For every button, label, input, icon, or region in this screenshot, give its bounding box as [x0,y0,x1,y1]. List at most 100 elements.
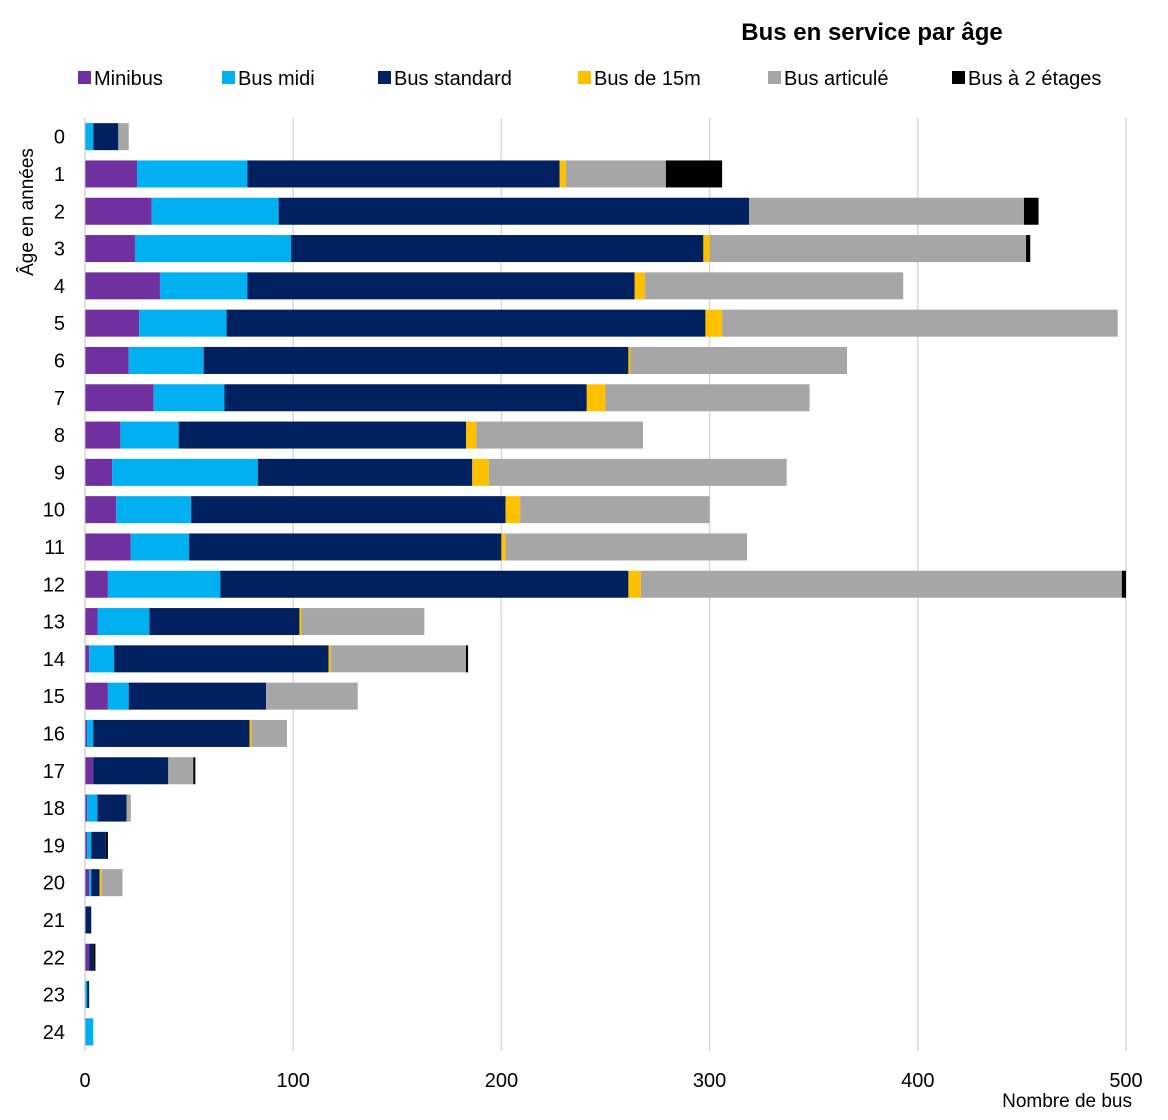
x-axis-ticks: 0 100 200 300 400 500 [79,1070,1142,1092]
bar-segment-age-3-series-1 [134,235,292,263]
y-tick-label: 3 [54,239,65,261]
y-tick-label: 5 [54,313,65,335]
y-tick-label: 4 [54,276,65,298]
bar-segment-age-20-series-4 [101,869,123,897]
bar-segment-age-4-series-1 [159,272,248,300]
bar-segment-age-7-series-3 [586,384,606,412]
bar-segment-age-2-series-2 [278,197,750,225]
bar-segment-age-5-series-4 [722,309,1118,337]
bar-segment-age-10-series-3 [505,496,521,524]
y-tick-label: 16 [43,723,65,745]
bar-segment-age-16-series-1 [87,719,94,747]
bar-segment-age-15-series-1 [107,682,129,710]
y-tick-label: 8 [54,425,65,447]
bar-segment-age-11-series-4 [505,533,748,561]
legend-label: Bus de 15m [594,68,701,90]
bar-segment-age-6-series-4 [630,346,848,374]
bar-segment-age-10-series-0 [85,496,117,524]
bar-segment-age-9-series-4 [488,458,787,486]
bar-segment-age-9-series-3 [472,458,489,486]
bar-segment-age-7-series-2 [224,384,587,412]
x-tick-label: 300 [693,1070,726,1092]
y-tick-label: 17 [43,761,65,783]
bar-segment-age-17-series-4 [168,757,194,785]
bar-segment-age-12-series-1 [107,570,221,598]
x-tick-label: 200 [485,1070,518,1092]
bar-segment-age-5-series-1 [139,309,227,337]
y-tick-label: 21 [43,910,65,932]
x-tick-label: 0 [79,1070,90,1092]
bar-segment-age-11-series-3 [501,533,506,561]
bar-segment-age-7-series-1 [153,384,225,412]
y-tick-label: 6 [54,350,65,372]
bar-segment-age-19-series-5 [105,831,108,859]
bar-segment-age-20-series-1 [89,869,92,897]
bar-segment-age-3-series-2 [291,235,704,263]
bar-segment-age-10-series-2 [191,496,506,524]
y-tick-label: 18 [43,798,65,820]
bar-segment-age-1-series-0 [85,160,138,188]
bar-segment-age-12-series-5 [1121,570,1126,598]
bar-segment-age-15-series-2 [128,682,267,710]
bar-segment-age-23-series-1 [85,981,88,1009]
y-tick-label: 9 [54,462,65,484]
y-tick-label: 7 [54,388,65,410]
x-axis-label: Nombre de bus [1002,1091,1132,1112]
legend-swatch [952,71,965,84]
y-tick-label: 1 [54,164,65,186]
bar-segment-age-1-series-5 [665,160,723,188]
bar-segment-age-1-series-4 [565,160,666,188]
x-tick-label: 400 [901,1070,934,1092]
bar-segment-age-19-series-2 [91,831,106,859]
bar-segment-age-20-series-2 [91,869,100,897]
bar-segment-age-0-series-4 [118,123,129,151]
bar-segment-age-3-series-3 [703,235,710,263]
bar-segment-age-5-series-0 [85,309,140,337]
legend-label: Bus midi [238,68,315,90]
bar-segment-age-14-series-5 [466,645,469,673]
bar-segment-age-4-series-3 [634,272,646,300]
bar-segment-age-16-series-2 [93,719,250,747]
bar-segment-age-20-series-0 [85,869,90,897]
bar-segment-age-18-series-1 [87,794,98,822]
bar-segment-age-11-series-1 [130,533,190,561]
bar-segment-age-6-series-3 [628,346,631,374]
bar-segment-age-8-series-2 [178,421,467,449]
bar-segment-age-11-series-2 [189,533,502,561]
y-tick-label: 23 [43,985,65,1007]
legend-swatch [78,71,91,84]
y-tick-label: 22 [43,947,65,969]
bar-segment-age-8-series-0 [85,421,121,449]
legend: Minibus Bus midi Bus standard Bus de 15m Bus… [78,68,1101,90]
bar-segment-age-12-series-2 [220,570,629,598]
y-tick-label: 12 [43,574,65,596]
bar-segment-age-3-series-5 [1026,235,1031,263]
bar-segment-age-7-series-4 [605,384,810,412]
bar-segment-age-24-series-1 [85,1018,94,1046]
bar-segment-age-23-series-2 [87,981,90,1009]
bar-segment-age-14-series-3 [328,645,331,673]
x-tick-label: 100 [277,1070,310,1092]
legend-label: Bus articulé [784,68,889,90]
x-tick-label: 500 [1109,1070,1142,1092]
bar-segment-age-18-series-2 [97,794,127,822]
legend-label: Minibus [94,68,163,90]
y-tick-label: 19 [43,835,65,857]
bar-segment-age-22-series-5 [93,943,96,971]
bar-segment-age-10-series-4 [520,496,710,524]
legend-swatch [578,71,591,84]
bar-segment-age-2-series-1 [151,197,279,225]
bar-segment-age-6-series-1 [128,346,204,374]
bar-segment-age-17-series-5 [193,757,196,785]
bar-segment-age-15-series-0 [85,682,108,710]
bar-segment-age-18-series-0 [85,794,88,822]
bar-segment-age-16-series-3 [249,719,252,747]
bar-segment-age-4-series-2 [247,272,635,300]
bar-segment-age-0-series-1 [85,123,94,151]
bar-segment-age-18-series-4 [126,794,131,822]
legend-swatch [378,71,391,84]
bar-segment-age-15-series-4 [266,682,358,710]
